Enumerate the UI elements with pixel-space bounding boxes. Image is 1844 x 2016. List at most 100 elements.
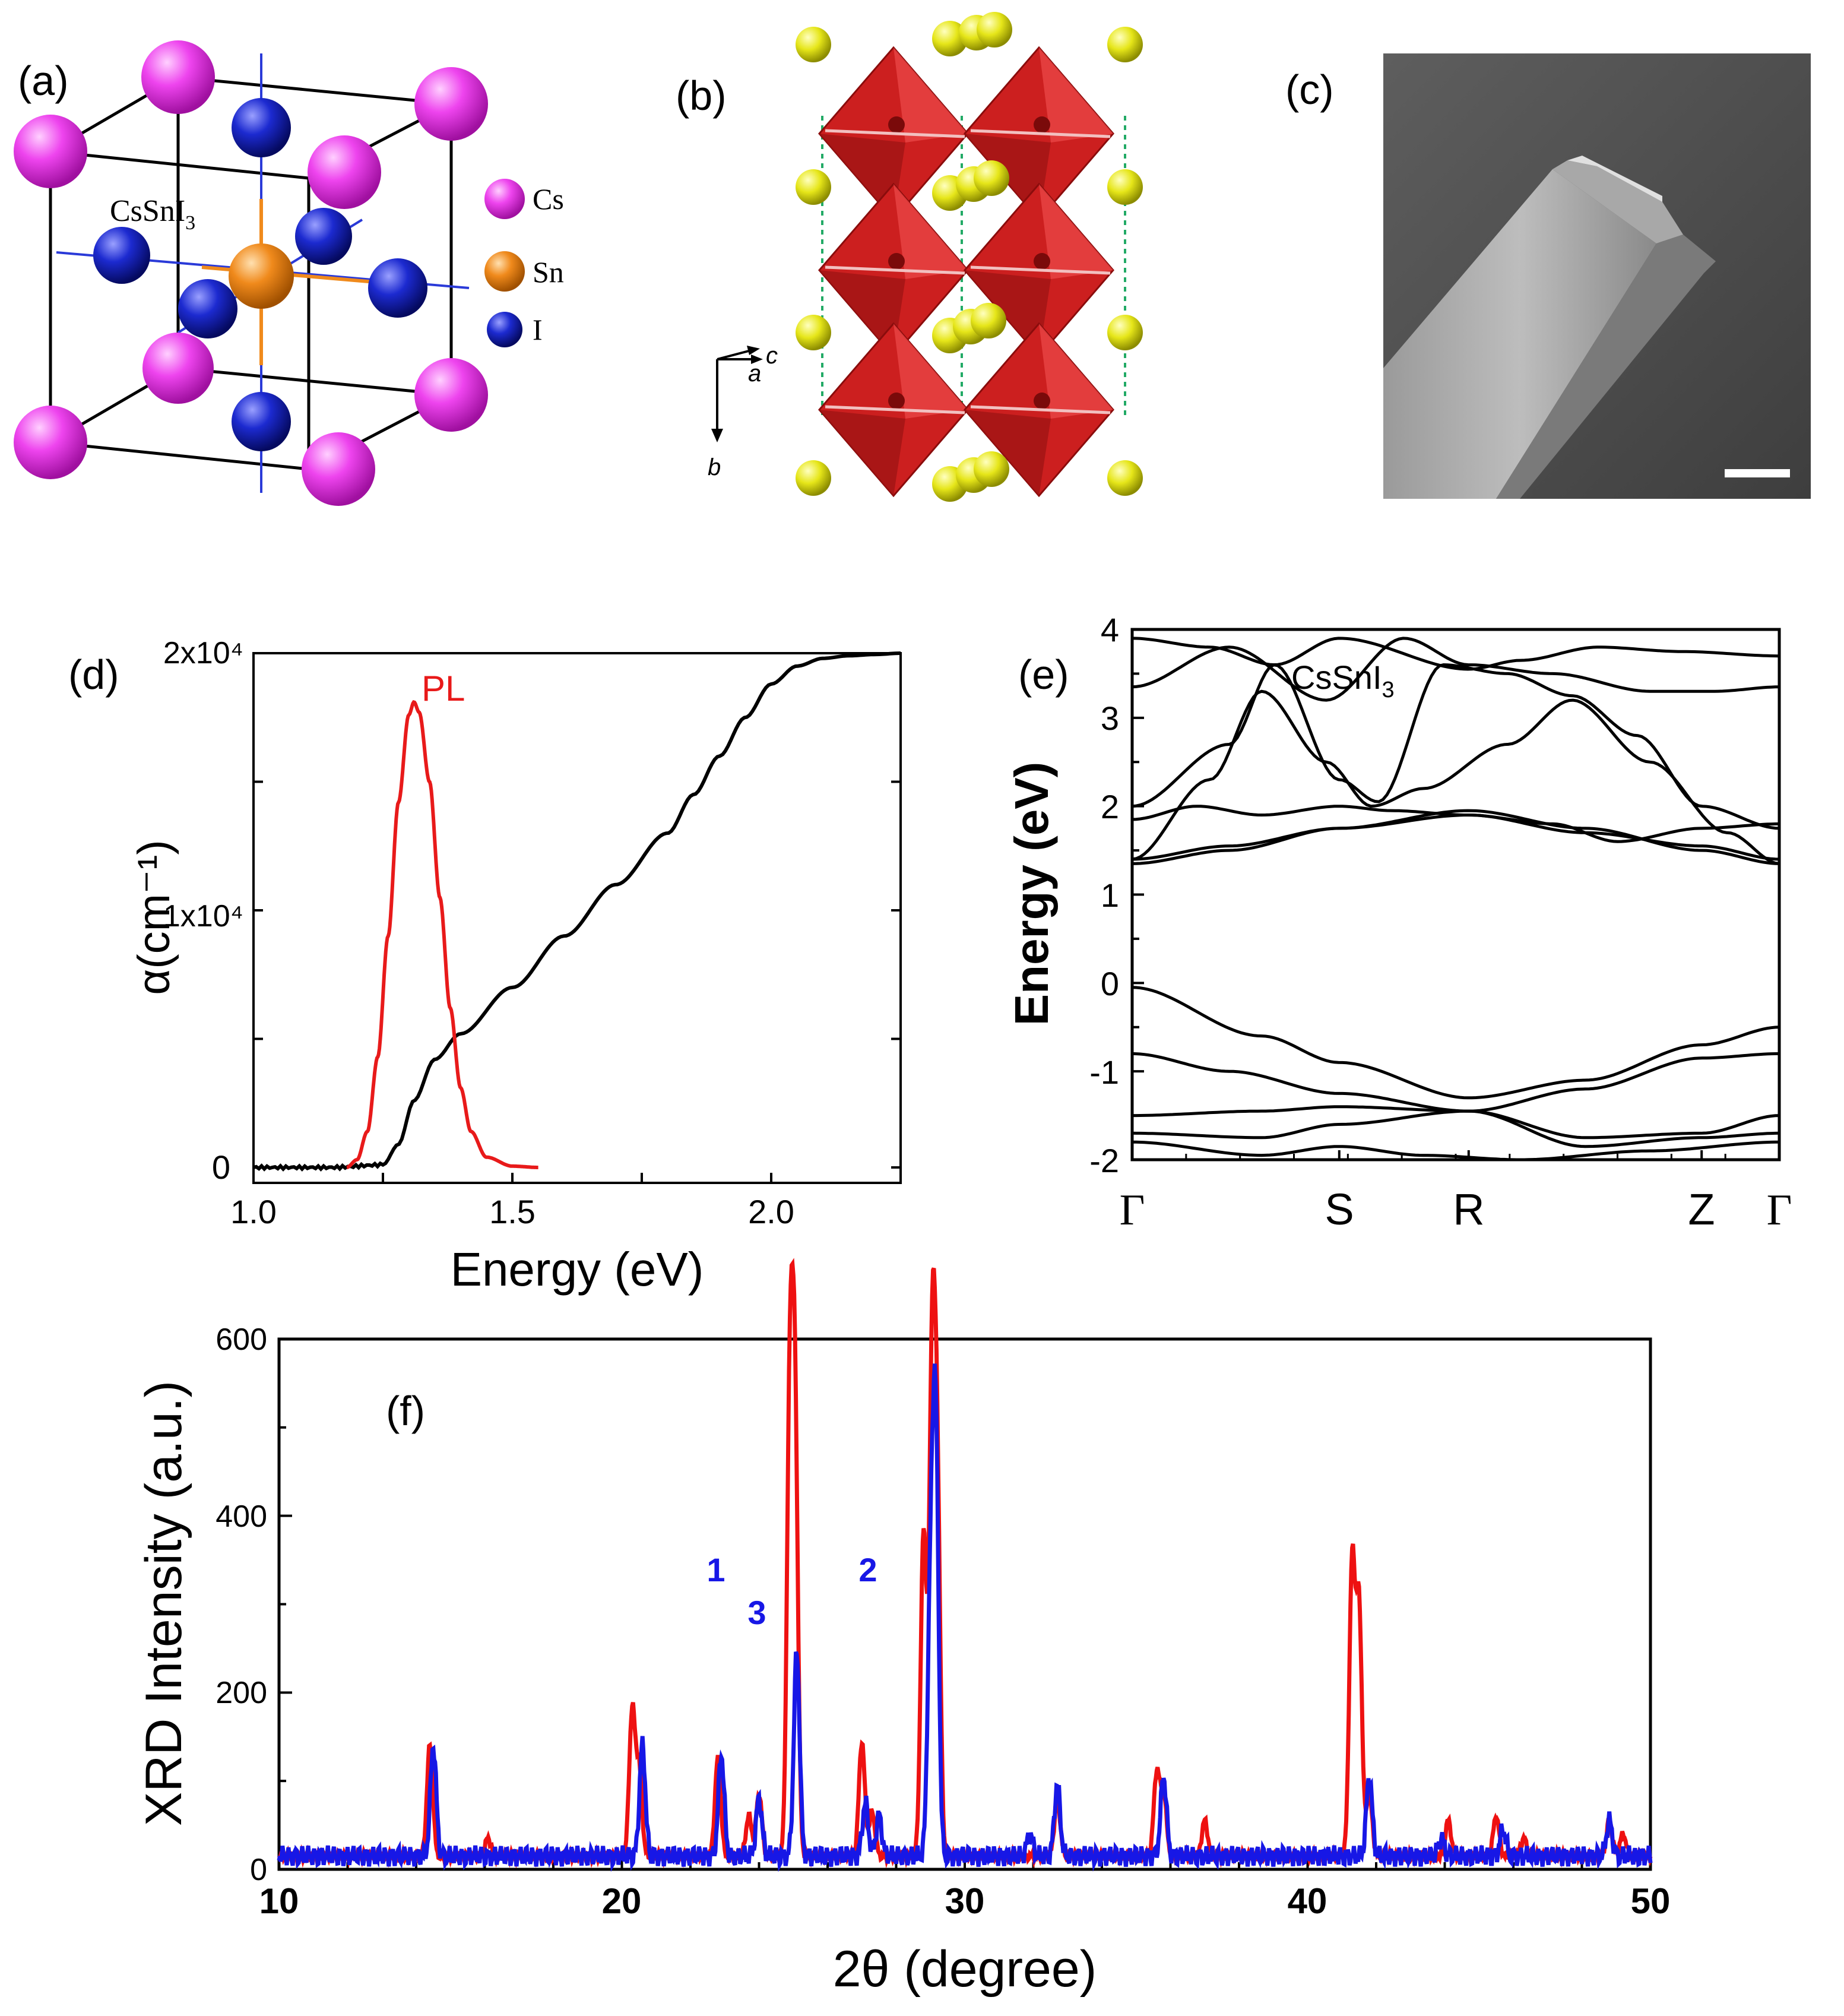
cation-atom	[1107, 27, 1143, 62]
cation-atom	[796, 27, 831, 62]
axis-b-label: b	[708, 454, 721, 480]
xrd-red-pattern	[277, 1258, 1653, 1869]
plot-f-xtick-40: 40	[1288, 1881, 1327, 1921]
plot-e-ytick-1: 1	[1101, 876, 1119, 914]
peak-label-3: 3	[747, 1594, 766, 1631]
cation-atom	[932, 21, 968, 56]
band-v4	[1132, 1109, 1780, 1148]
panel-c: (c)	[1285, 53, 1811, 499]
cation-atom	[796, 460, 831, 496]
plot-f-xtick-30: 30	[945, 1881, 985, 1921]
panel-f: (f) 1 2 3 0 200 400 600 10 20 30 40 50 2…	[135, 1258, 1671, 1998]
cation-atom	[974, 160, 1009, 196]
panel-d-label: (d)	[68, 651, 119, 698]
axis-c-label: c	[766, 343, 778, 369]
plot-f-xlabel: 2θ (degree)	[833, 1941, 1097, 1998]
panel-b-label: (b)	[676, 72, 727, 119]
band-lines	[1132, 637, 1780, 1162]
plot-e-ticks	[1131, 628, 1780, 1161]
plot-d-xtick-1: 1.5	[489, 1193, 536, 1230]
plot-e-compound: CsSnI3	[1291, 659, 1395, 702]
plot-d-ytick-2: 2x10⁴	[163, 636, 243, 670]
plot-f-ticks	[278, 1338, 1652, 1871]
plot-e-xtick-s: S	[1325, 1185, 1354, 1234]
plot-d-xtick-0: 1.0	[230, 1193, 277, 1230]
plot-d-ticks	[252, 652, 902, 1183]
absorption-curve	[253, 651, 901, 1172]
pl-label: PL	[422, 669, 465, 708]
legend-sn-swatch	[484, 251, 525, 292]
panel-a: (a)	[14, 40, 564, 506]
plot-f-xtick-10: 10	[259, 1881, 299, 1921]
plot-d-frame	[252, 652, 902, 1184]
octahedra	[818, 46, 1114, 498]
nanorod	[1383, 156, 1716, 499]
legend-i-swatch	[487, 312, 522, 347]
xrd-blue-pattern	[277, 1363, 1653, 1872]
band-c4	[1132, 689, 1780, 865]
band-c2	[1132, 814, 1780, 861]
cation-atom	[796, 169, 831, 205]
plot-e-ylabel: Energy (eV)	[1005, 762, 1058, 1026]
plot-e-ytick-m1: -1	[1089, 1053, 1119, 1091]
plot-f-xticks: 10 20 30 40 50	[259, 1881, 1671, 1921]
plot-e-xtick-r: R	[1453, 1185, 1484, 1234]
cation-atom	[971, 303, 1006, 338]
plot-f-ylabel: XRD Intensity (a.u.)	[135, 1381, 192, 1826]
band-c3	[1132, 805, 1780, 843]
plot-f-yticks: 0 200 400 600	[216, 1322, 267, 1887]
cation-atom	[1107, 460, 1143, 496]
plot-e-frame	[1130, 628, 1781, 1162]
plot-d-ytick-1: 1x10⁴	[163, 899, 243, 933]
panel-c-label: (c)	[1285, 67, 1334, 113]
panel-e-label: (e)	[1018, 651, 1069, 698]
cation-atom	[1107, 315, 1143, 350]
cell-outline	[821, 116, 1126, 416]
panel-a-compound: CsSnI3	[110, 194, 195, 234]
cation-atom	[796, 315, 831, 350]
plot-f-ytick-400: 400	[216, 1499, 267, 1534]
plot-f-frame	[277, 1337, 1652, 1871]
plot-e-ytick-0: 0	[1101, 965, 1119, 1002]
atom-legend: Cs Sn I	[484, 179, 564, 347]
plot-f-ytick-600: 600	[216, 1322, 267, 1357]
plot-e-ytick-m2: -2	[1089, 1142, 1119, 1179]
cation-atoms	[796, 12, 1143, 502]
peak-label-2: 2	[858, 1551, 877, 1588]
plot-f-ytick-0: 0	[250, 1853, 267, 1887]
plot-d-xlabel: Energy (eV)	[451, 1243, 704, 1296]
panel-a-label: (a)	[18, 58, 69, 104]
scale-bar	[1725, 469, 1790, 477]
band-c6	[1132, 637, 1780, 702]
plot-f-xtick-50: 50	[1631, 1881, 1671, 1921]
plot-e-xticks: Γ S R Z Γ	[1120, 1185, 1792, 1235]
plot-e-ytick-2: 2	[1101, 788, 1119, 825]
band-c5	[1132, 663, 1780, 830]
band-v5	[1132, 1140, 1780, 1162]
band-c7	[1132, 637, 1780, 671]
legend-sn-label: Sn	[533, 255, 564, 289]
octahedron	[964, 322, 1114, 498]
plot-e-xtick-gamma-1: Γ	[1120, 1186, 1145, 1235]
band-c1	[1132, 809, 1780, 865]
plot-e-xtick-gamma-2: Γ	[1767, 1186, 1792, 1235]
legend-i-label: I	[533, 313, 543, 346]
plot-e-ytick-4: 4	[1101, 611, 1119, 648]
band-v2	[1132, 1052, 1780, 1113]
plot-d-ytick-0: 0	[212, 1148, 230, 1186]
crystal-axes	[711, 346, 763, 442]
plot-e-xtick-z: Z	[1688, 1185, 1715, 1234]
legend-cs-swatch	[484, 179, 525, 219]
plot-e-yticks: 4 3 2 1 0 -1 -2	[1089, 611, 1119, 1179]
pl-curve	[346, 700, 538, 1169]
cation-atom	[1107, 169, 1143, 205]
plot-d-ylabel: α(cm⁻¹)	[129, 840, 179, 995]
axis-a-label: a	[748, 360, 761, 387]
cation-atom	[977, 12, 1012, 48]
band-v1	[1132, 986, 1780, 1100]
peak-labels: 1 2 3	[706, 1551, 877, 1631]
plot-f-ytick-200: 200	[216, 1676, 267, 1710]
plot-f-xtick-20: 20	[602, 1881, 642, 1921]
panel-d: (d) 0 1x10⁴ 2x10⁴ 1.0 1.5 2.0 Energy (eV…	[68, 636, 902, 1296]
